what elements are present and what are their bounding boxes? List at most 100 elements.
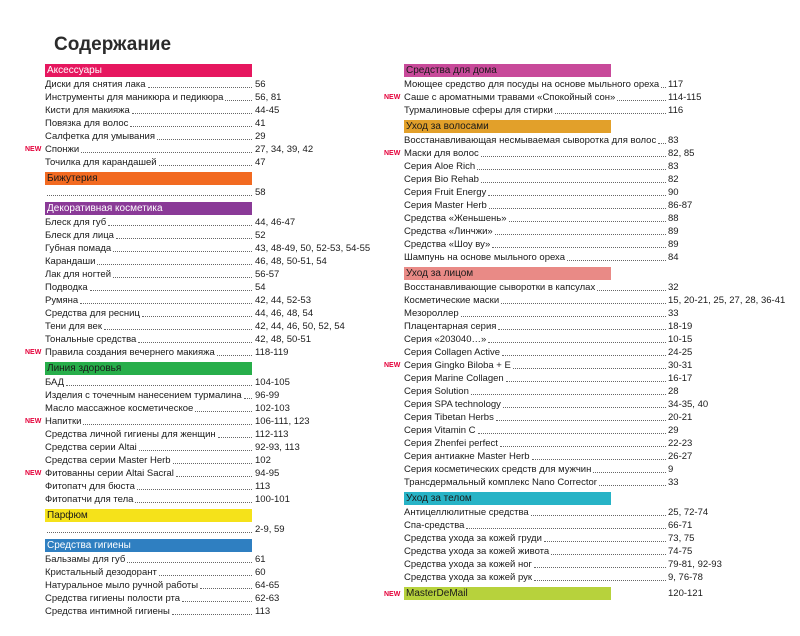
- toc-entry[interactable]: Масло массажное косметическое 102-103: [45, 402, 390, 415]
- toc-entry[interactable]: Тональные средства 42, 48, 50-51: [45, 333, 390, 346]
- toc-entry[interactable]: Изделия с точечным нанесением турмалина 9…: [45, 389, 390, 402]
- toc-entry[interactable]: NEW Фитованны серии Altai Sacral 94-95: [25, 467, 390, 480]
- section-header[interactable]: Средства для дома: [404, 64, 611, 77]
- toc-entry[interactable]: Восстанавливающая несмываемая сыворотка …: [404, 134, 776, 147]
- toc-entry[interactable]: Инструменты для маникюра и педикюра 56, 8…: [45, 91, 390, 104]
- toc-entry[interactable]: Серия антиакне Master Herb 26-27: [404, 450, 776, 463]
- entry-title: Средства «Линчжи»: [404, 226, 493, 237]
- toc-entry[interactable]: Серия Bio Rehab 82: [404, 173, 776, 186]
- toc-entry[interactable]: Косметические маски 15, 20-21, 25, 27, 28…: [404, 294, 785, 307]
- dot-leader: [531, 515, 666, 516]
- toc-entry[interactable]: Средства серии Altai 92-93, 113: [45, 441, 390, 454]
- toc-entry[interactable]: NEW Спонжи 27, 34, 39, 42: [25, 143, 390, 156]
- toc-entry[interactable]: Кристальный дезодорант 60: [45, 566, 390, 579]
- toc-entry[interactable]: Средства «Женьшень» 88: [404, 212, 776, 225]
- toc-entry[interactable]: Блеск для лица 52: [45, 229, 390, 242]
- toc-entry[interactable]: Серия Zhenfei perfect 22-23: [404, 437, 776, 450]
- section-header[interactable]: Аксессуары: [45, 64, 252, 77]
- toc-entry[interactable]: Средства «Шоу ву» 89: [404, 238, 776, 251]
- dot-leader: [132, 113, 252, 114]
- toc-entry[interactable]: Лак для ногтей 56-57: [45, 268, 390, 281]
- toc-entry[interactable]: Фитопатч для бюста 113: [45, 480, 390, 493]
- section-header[interactable]: Декоративная косметика: [45, 202, 252, 215]
- toc-entry[interactable]: Средства ухода за кожей ног 79-81, 92-93: [404, 558, 776, 571]
- toc-entry[interactable]: Серия Fruit Energy 90: [404, 186, 776, 199]
- toc-entry[interactable]: Средства «Линчжи» 89: [404, 225, 776, 238]
- toc-entry[interactable]: Серия «203040…» 10-15: [404, 333, 776, 346]
- page-numbers: 16-17: [668, 373, 693, 384]
- toc-entry[interactable]: Серия Vitamin C 29: [404, 424, 776, 437]
- toc-entry[interactable]: Серия косметических средств для мужчин 9: [404, 463, 776, 476]
- section-header[interactable]: Средства гигиены: [45, 539, 252, 552]
- toc-entry[interactable]: Натуральное мыло ручной работы 64-65: [45, 579, 390, 592]
- toc-entry[interactable]: NEW Напитки 106-111, 123: [25, 415, 390, 428]
- toc-entry[interactable]: Средства серии Master Herb 102: [45, 454, 390, 467]
- section-header[interactable]: Линия здоровья: [45, 362, 252, 375]
- toc-entry[interactable]: Серия Collagen Active 24-25: [404, 346, 776, 359]
- toc-entry[interactable]: Мезороллер 33: [404, 307, 776, 320]
- toc-entry[interactable]: Кисти для макияжа 44-45: [45, 104, 390, 117]
- toc-entry[interactable]: Тени для век 42, 44, 46, 50, 52, 54: [45, 320, 390, 333]
- toc-entry[interactable]: Плацентарная серия 18-19: [404, 320, 776, 333]
- toc-entry[interactable]: NEW Правила создания вечернего макияжа 118…: [25, 346, 390, 359]
- section-header[interactable]: MasterDeMail: [404, 587, 611, 600]
- toc-entry[interactable]: 58: [45, 186, 390, 199]
- toc-entry[interactable]: Трансдермальный комплекс Nano Corrector 3…: [404, 476, 776, 489]
- toc-entry[interactable]: Средства гигиены полости рта 62-63: [45, 592, 390, 605]
- entry-title: Серия Zhenfei perfect: [404, 438, 498, 449]
- toc-entry[interactable]: Средства для ресниц 44, 46, 48, 54: [45, 307, 390, 320]
- toc-entry[interactable]: Губная помада 43, 48-49, 50, 52-53, 54-55: [45, 242, 390, 255]
- toc-entry[interactable]: Румяна 42, 44, 52-53: [45, 294, 390, 307]
- toc-entry[interactable]: Диски для снятия лака 56: [45, 78, 390, 91]
- toc-entry[interactable]: NEW Саше с ароматными травами «Спокойный …: [384, 91, 776, 104]
- toc-entry[interactable]: Подводка 54: [45, 281, 390, 294]
- dot-leader: [127, 562, 252, 563]
- page-numbers: 73, 75: [668, 533, 695, 544]
- toc-entry[interactable]: NEW Маски для волос 82, 85: [384, 147, 776, 160]
- toc-entry[interactable]: Средства интимной гигиены 113: [45, 605, 390, 618]
- entry-title: Блеск для лица: [45, 230, 114, 241]
- toc-entry[interactable]: Серия Tibetan Herbs 20-21: [404, 411, 776, 424]
- toc-entry[interactable]: 2-9, 59: [45, 523, 390, 536]
- section-header[interactable]: Уход за телом: [404, 492, 611, 505]
- toc-entry[interactable]: Средства ухода за кожей груди 73, 75: [404, 532, 776, 545]
- toc-entry[interactable]: Точилка для карандашей 47: [45, 156, 390, 169]
- toc-entry[interactable]: Моющее средство для посуды на основе мыл…: [404, 78, 776, 91]
- dot-leader: [617, 100, 666, 101]
- dot-leader: [157, 139, 252, 140]
- page-numbers: 44, 46, 48, 54: [255, 308, 314, 319]
- toc-entry[interactable]: Средства ухода за кожей живота 74-75: [404, 545, 776, 558]
- toc-entry[interactable]: Спа-средства 66-71: [404, 519, 776, 532]
- toc-entry[interactable]: Шампунь на основе мыльного ореха 84: [404, 251, 776, 264]
- page-numbers: 33: [668, 477, 679, 488]
- toc-entry[interactable]: Салфетка для умывания 29: [45, 130, 390, 143]
- toc-entry[interactable]: Серия Marine Collagen 16-17: [404, 372, 776, 385]
- dot-leader: [138, 342, 252, 343]
- toc-entry[interactable]: Серия SPA technology 34-35, 40: [404, 398, 776, 411]
- toc-entry[interactable]: Серия Solution 28: [404, 385, 776, 398]
- page-numbers: 44-45: [255, 105, 280, 116]
- toc-entry[interactable]: Средства ухода за кожей рук 9, 76-78: [404, 571, 776, 584]
- entry-title: Спонжи: [45, 144, 80, 155]
- toc-entry[interactable]: БАД 104-105: [45, 376, 390, 389]
- toc-entry[interactable]: Средства личной гигиены для женщин 112-11…: [45, 428, 390, 441]
- page-numbers: 82: [668, 174, 679, 185]
- toc-entry[interactable]: Повязка для волос 41: [45, 117, 390, 130]
- toc-entry[interactable]: Восстанавливающие сыворотки в капсулах 32: [404, 281, 776, 294]
- toc-entry[interactable]: Серия Master Herb 86-87: [404, 199, 776, 212]
- section-header[interactable]: Уход за лицом: [404, 267, 611, 280]
- toc-entry[interactable]: Турмалиновые сферы для стирки 116: [404, 104, 776, 117]
- dot-leader: [488, 342, 666, 343]
- toc-entry[interactable]: Фитопатчи для тела 100-101: [45, 493, 390, 506]
- toc-entry[interactable]: Антицеллюлитные средства 25, 72-74: [404, 506, 776, 519]
- toc-entry[interactable]: Серия Aloe Rich 83: [404, 160, 776, 173]
- toc-entry[interactable]: NEW Серия Gingko Biloba + E 30-31: [384, 359, 776, 372]
- page-numbers: 83: [668, 161, 679, 172]
- page-numbers: 20-21: [668, 412, 693, 423]
- section-header[interactable]: Парфюм: [45, 509, 252, 522]
- toc-entry[interactable]: Бальзамы для губ 61: [45, 553, 390, 566]
- section-header[interactable]: Бижутерия: [45, 172, 252, 185]
- toc-entry[interactable]: Блеск для губ 44, 46-47: [45, 216, 390, 229]
- toc-entry[interactable]: Карандаши 46, 48, 50-51, 54: [45, 255, 390, 268]
- section-header[interactable]: Уход за волосами: [404, 120, 611, 133]
